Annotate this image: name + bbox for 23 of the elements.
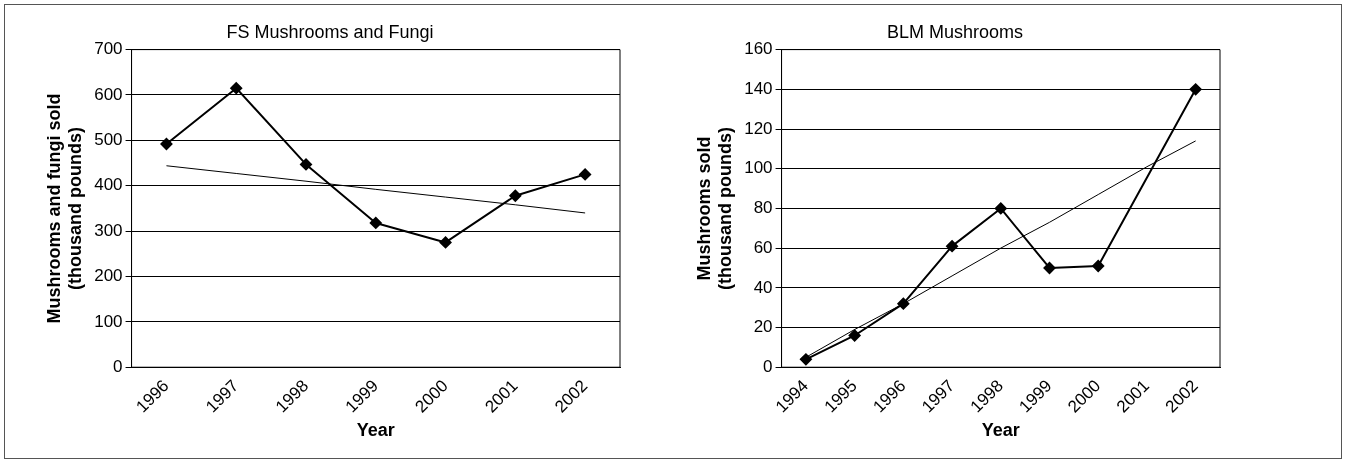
y-tick-label: 500 — [94, 130, 123, 150]
y-tick-label: 160 — [744, 39, 773, 59]
y-tick-label: 20 — [753, 317, 773, 337]
chart-title: BLM Mushrooms — [886, 21, 1024, 42]
y-tick-label: 300 — [94, 220, 123, 240]
y-tick-label: 140 — [744, 78, 773, 98]
y-tick-label: 60 — [753, 237, 773, 257]
x-axis-title: Year — [356, 420, 395, 441]
y-tick-label: 200 — [94, 266, 123, 286]
y-tick-label: 120 — [744, 118, 773, 138]
y-tick-label: 0 — [113, 356, 123, 376]
chart-title: FS Mushrooms and Fungi — [226, 21, 434, 42]
y-tick-label: 600 — [94, 84, 123, 104]
y-tick-label: 80 — [753, 198, 773, 218]
y-tick-label: 100 — [744, 158, 773, 178]
y-tick-label: 700 — [94, 39, 123, 59]
y-tick-label: 100 — [94, 311, 123, 331]
x-axis-title: Year — [981, 420, 1020, 441]
y-axis-title: Mushrooms and fungi sold (thousand pounds) — [43, 93, 86, 324]
y-axis-title: Mushrooms sold (thousand pounds) — [693, 126, 736, 290]
y-tick-label: 40 — [753, 277, 773, 297]
y-tick-label: 400 — [94, 175, 123, 195]
y-tick-label: 0 — [763, 356, 773, 376]
